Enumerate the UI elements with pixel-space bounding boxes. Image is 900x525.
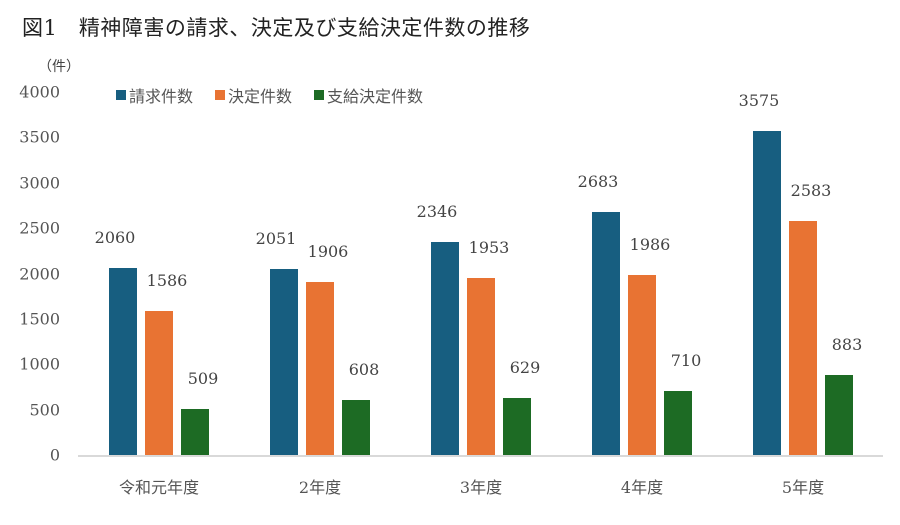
x-tick-label: 令和元年度 [118,478,200,497]
legend-label: 支給決定件数 [327,87,424,106]
data-label: 2051 [255,228,297,248]
legend-swatch-approved [314,90,325,100]
y-tick-label: 1000 [19,354,60,374]
bar-claims [753,130,781,455]
legend-item-claims: 請求件数 [116,83,193,107]
legend-item-approved: 支給決定件数 [314,83,423,107]
y-tick-label: 4000 [19,82,60,102]
data-label: 2060 [94,228,136,248]
y-tick-label: 0 [49,445,60,465]
bar-approved [181,408,209,455]
bar-claims [592,211,620,455]
y-axis-unit-label: （件） [38,59,80,75]
data-label: 608 [348,359,380,379]
data-label: 3575 [738,90,780,110]
legend-swatch-decisions [215,90,226,100]
data-label: 710 [670,350,702,370]
bar-approved [342,399,370,455]
data-label: 1906 [307,242,349,262]
bar-approved [503,397,531,455]
bar-decisions [467,277,495,455]
x-tick-label: 5年度 [781,478,825,497]
legend-swatch-claims [116,90,126,100]
bar-approved [664,390,692,455]
x-tick-label: 2年度 [298,478,342,497]
chart-title: 図1 精神障害の請求、決定及び支給決定件数の推移 [22,16,531,40]
y-tick-label: 2500 [19,218,60,238]
x-axis-line [78,455,883,457]
bar-decisions [628,274,656,455]
legend: 請求件数 決定件数 支給決定件数 [116,83,423,107]
data-label: 2583 [790,180,832,200]
y-tick-label: 3000 [19,173,60,193]
x-tick-label: 3年度 [459,478,503,497]
bar-decisions [306,282,334,455]
bar-decisions [145,311,173,455]
y-tick-label: 1500 [19,309,60,329]
data-label: 1586 [146,271,188,291]
x-tick-label: 4年度 [620,478,664,497]
bar-approved [825,374,853,455]
y-tick-label: 3500 [19,127,60,147]
data-label: 2346 [416,202,458,222]
bar-decisions [789,220,817,455]
data-label: 2683 [577,171,619,191]
legend-label: 決定件数 [228,87,293,106]
legend-label: 請求件数 [129,87,194,106]
data-label: 629 [509,357,541,377]
y-tick-label: 2000 [19,264,60,283]
bar-claims [109,268,137,455]
data-label: 1986 [629,234,671,254]
data-label: 1953 [468,237,510,257]
legend-item-decisions: 決定件数 [215,83,292,107]
y-tick-label: 500 [29,400,60,420]
bar-claims [431,242,459,455]
data-label: 509 [187,368,219,388]
bar-claims [270,268,298,455]
data-label: 883 [831,334,863,354]
